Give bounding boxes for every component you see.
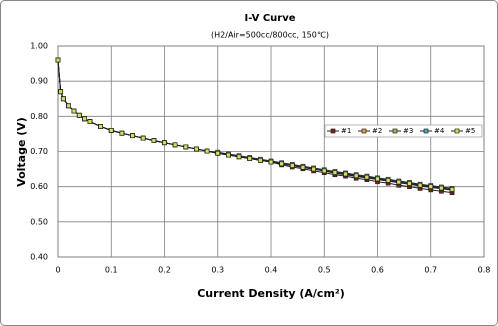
y-tick-label: 1.00 <box>30 42 48 51</box>
data-point <box>87 119 93 124</box>
data-point <box>98 124 103 129</box>
data-point <box>417 182 423 188</box>
data-point <box>439 185 444 191</box>
y-tick-label: 0.50 <box>30 217 48 226</box>
data-point <box>258 157 263 163</box>
legend-marker <box>361 128 367 134</box>
x-tick-label: 0 <box>55 266 60 275</box>
legend-label: #5 <box>465 127 475 135</box>
data-point <box>449 187 455 192</box>
data-point <box>353 173 359 179</box>
data-point <box>76 112 82 118</box>
x-axis-label: Current Density (A/cm²) <box>197 287 345 300</box>
data-point <box>183 144 189 150</box>
y-tick-label: 0.70 <box>30 147 48 156</box>
data-point <box>66 103 72 109</box>
x-tick-label: 0.3 <box>211 266 224 275</box>
legend-marker <box>454 128 460 134</box>
legend-label: #2 <box>372 127 382 135</box>
data-point <box>300 164 306 170</box>
x-tick-label: 0.8 <box>478 266 491 275</box>
data-point <box>58 89 64 95</box>
legend-marker <box>392 128 398 134</box>
x-tick-label: 0.1 <box>105 266 118 275</box>
data-point <box>82 116 87 122</box>
data-point <box>162 140 167 146</box>
data-point <box>364 174 370 180</box>
y-tick-label: 0.40 <box>30 253 48 262</box>
x-tick-label: 0.7 <box>424 266 437 275</box>
data-point <box>407 181 412 186</box>
data-point <box>247 156 253 161</box>
data-point <box>396 179 402 185</box>
legend-box <box>324 124 483 138</box>
data-point <box>375 176 380 182</box>
data-point <box>428 184 434 190</box>
data-point <box>289 163 295 168</box>
y-tick-label: 0.60 <box>30 182 48 191</box>
data-point <box>343 171 348 177</box>
x-tick-label: 0.5 <box>318 266 331 275</box>
data-point <box>172 142 178 148</box>
data-point <box>279 161 284 167</box>
y-tick-label: 0.80 <box>30 112 48 121</box>
x-tick-label: 0.2 <box>158 266 171 275</box>
y-axis-label: Voltage (V) <box>15 117 28 187</box>
data-point <box>140 135 146 141</box>
chart-subtitle: (H2/Air=500cc/800cc, 150℃) <box>211 31 329 40</box>
data-point <box>321 168 327 174</box>
data-point <box>194 146 199 152</box>
data-point <box>108 128 114 133</box>
legend-marker <box>423 128 429 134</box>
legend-label: #4 <box>434 127 445 135</box>
legend-marker <box>330 128 336 134</box>
data-point <box>236 154 242 160</box>
data-point <box>130 133 135 139</box>
x-tick-label: 0.4 <box>265 266 278 275</box>
data-point <box>119 130 125 136</box>
data-point <box>226 152 231 158</box>
data-point <box>71 108 77 114</box>
data-point <box>215 150 221 156</box>
data-point <box>385 177 391 183</box>
data-point <box>311 166 316 172</box>
data-point <box>55 57 61 63</box>
data-point <box>268 159 274 165</box>
data-point <box>204 148 210 154</box>
chart-title: I-V Curve <box>244 13 295 24</box>
legend-label: #1 <box>341 127 351 135</box>
data-point <box>151 138 157 143</box>
x-tick-label: 0.6 <box>371 266 384 275</box>
data-point <box>60 96 66 102</box>
legend-label: #3 <box>403 127 413 135</box>
y-tick-label: 0.90 <box>30 77 48 86</box>
data-point <box>332 170 338 175</box>
